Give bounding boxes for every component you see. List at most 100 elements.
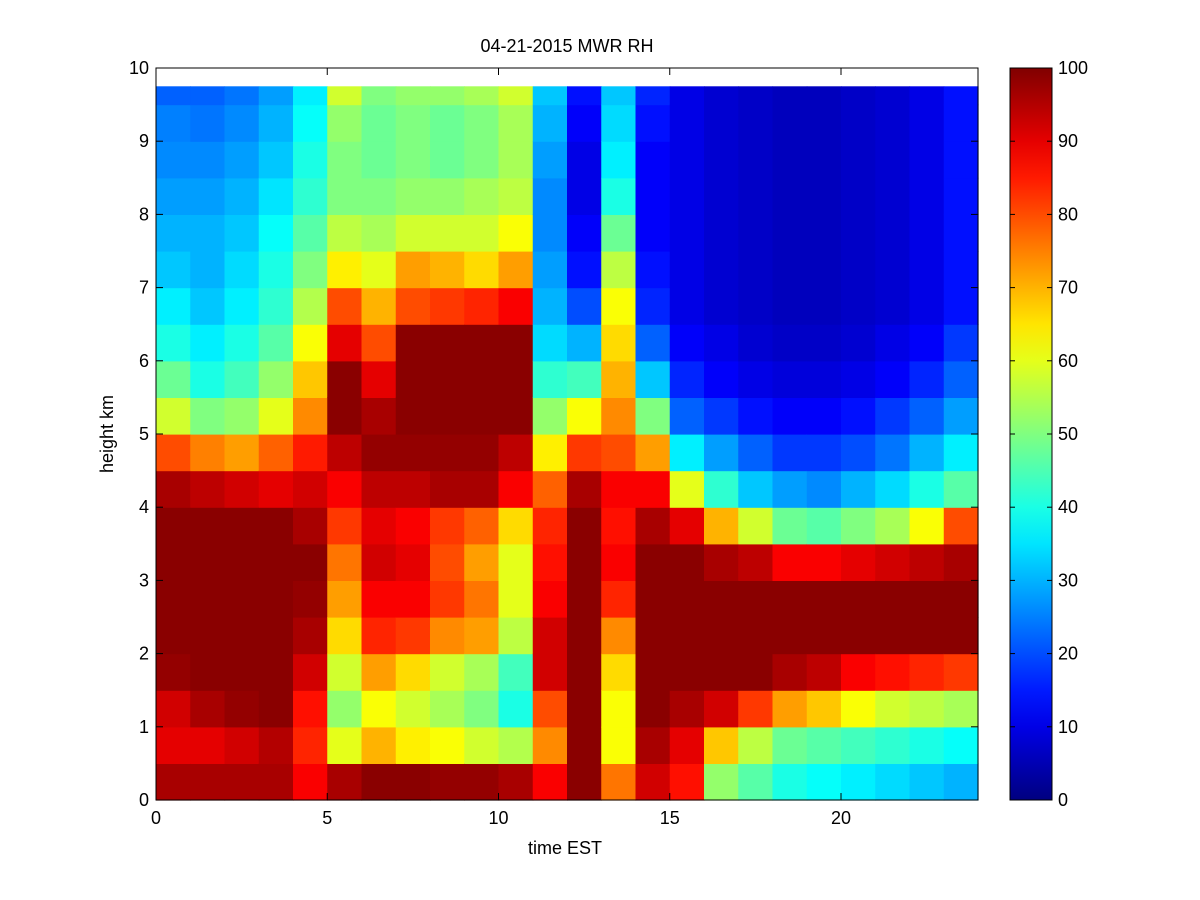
heatmap-cell <box>875 251 911 289</box>
heatmap-cell <box>841 287 876 325</box>
heatmap-cell <box>327 86 363 106</box>
y-axis-label: height km <box>97 395 117 473</box>
heatmap-cell <box>430 470 465 508</box>
heatmap-cell <box>395 214 431 252</box>
y-tick-label: 2 <box>139 644 149 664</box>
heatmap-cell <box>601 507 637 545</box>
heatmap-cell <box>498 617 534 655</box>
heatmap-cell <box>395 580 431 618</box>
heatmap-cell <box>806 104 842 142</box>
heatmap-cell <box>156 251 191 289</box>
heatmap-cell <box>806 251 842 289</box>
heatmap-cell <box>395 177 431 215</box>
colorbar-tick-label: 100 <box>1058 58 1088 78</box>
colorbar-tick-label: 10 <box>1058 717 1078 737</box>
heatmap-cell <box>293 434 328 472</box>
heatmap-cell <box>532 617 568 655</box>
heatmap-cell <box>943 543 979 581</box>
heatmap-cell <box>567 726 602 764</box>
heatmap-cell <box>258 214 294 252</box>
heatmap-cell <box>156 324 191 362</box>
heatmap-cell <box>498 726 534 764</box>
heatmap-cell <box>190 177 226 215</box>
heatmap-cell <box>156 726 191 764</box>
heatmap-cell <box>567 324 602 362</box>
heatmap-cell <box>327 543 363 581</box>
heatmap-cell <box>943 434 979 472</box>
heatmap-cell <box>532 251 568 289</box>
heatmap-cell <box>601 177 637 215</box>
heatmap-cell <box>635 434 671 472</box>
heatmap-cell <box>909 653 945 691</box>
heatmap-cell <box>738 434 774 472</box>
heatmap-cell <box>395 617 431 655</box>
colorbar-gradient <box>1010 68 1052 800</box>
heatmap-cell <box>156 653 191 691</box>
heatmap-cell <box>498 543 534 581</box>
heatmap-cell <box>464 86 500 106</box>
heatmap-cell <box>669 726 705 764</box>
heatmap-cell <box>258 726 294 764</box>
heatmap-cell <box>669 470 705 508</box>
heatmap-cell <box>395 251 431 289</box>
heatmap-cell <box>293 653 328 691</box>
heatmap-cell <box>635 141 671 179</box>
x-tick-label: 0 <box>151 808 161 828</box>
heatmap-cell <box>190 653 226 691</box>
heatmap-cell <box>224 360 260 398</box>
heatmap-cell <box>464 507 500 545</box>
heatmap-cell <box>772 214 808 252</box>
heatmap-cell <box>293 507 328 545</box>
heatmap-cell <box>806 434 842 472</box>
heatmap-cell <box>224 690 260 728</box>
heatmap-cell <box>361 86 397 106</box>
heatmap-cell <box>875 690 911 728</box>
colorbar-tick-label: 40 <box>1058 497 1078 517</box>
heatmap-cell <box>669 617 705 655</box>
heatmap-cell <box>738 214 774 252</box>
heatmap-cell <box>704 763 739 801</box>
heatmap-cell <box>601 251 637 289</box>
heatmap-cell <box>738 287 774 325</box>
heatmap-cell <box>669 543 705 581</box>
heatmap-cell <box>943 397 979 435</box>
heatmap-cell <box>635 287 671 325</box>
heatmap-cell <box>293 360 328 398</box>
heatmap-cell <box>532 141 568 179</box>
heatmap-cell <box>327 214 363 252</box>
heatmap-cell <box>327 177 363 215</box>
heatmap-cell <box>704 653 739 691</box>
x-tick-label: 10 <box>488 808 508 828</box>
y-tick-label: 6 <box>139 351 149 371</box>
heatmap-cell <box>361 617 397 655</box>
heatmap-cells <box>156 86 979 801</box>
heatmap-cell <box>772 177 808 215</box>
heatmap-cell <box>601 324 637 362</box>
heatmap-cell <box>327 360 363 398</box>
heatmap-cell <box>567 214 602 252</box>
heatmap-cell <box>635 86 671 106</box>
heatmap-cell <box>669 763 705 801</box>
heatmap-cell <box>532 360 568 398</box>
heatmap-cell <box>841 324 876 362</box>
heatmap-cell <box>635 470 671 508</box>
heatmap-cell <box>430 763 465 801</box>
heatmap-cell <box>704 470 739 508</box>
heatmap-cell <box>943 470 979 508</box>
heatmap-cell <box>738 690 774 728</box>
heatmap-cell <box>669 580 705 618</box>
heatmap-cell <box>224 397 260 435</box>
heatmap-cell <box>669 177 705 215</box>
heatmap-cell <box>909 726 945 764</box>
heatmap-cell <box>498 690 534 728</box>
heatmap-cell <box>601 690 637 728</box>
heatmap-cell <box>704 287 739 325</box>
heatmap-cell <box>293 177 328 215</box>
heatmap-cell <box>669 434 705 472</box>
heatmap-cell <box>224 104 260 142</box>
heatmap-cell <box>669 360 705 398</box>
heatmap-cell <box>498 251 534 289</box>
heatmap-cell <box>909 214 945 252</box>
heatmap-cell <box>224 507 260 545</box>
heatmap-cell <box>361 507 397 545</box>
